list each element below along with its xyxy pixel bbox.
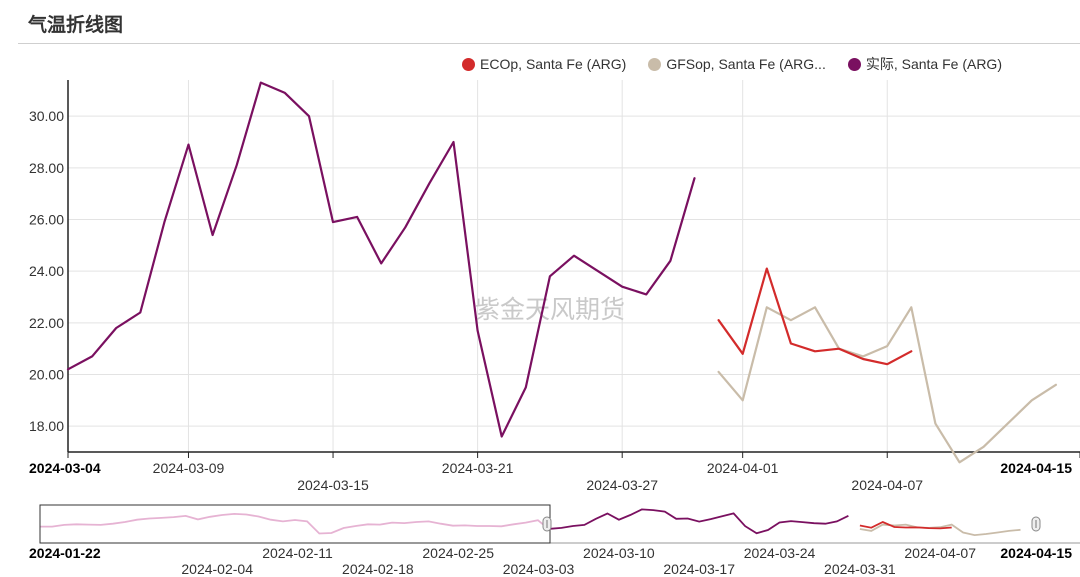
grid-lines <box>68 80 1080 452</box>
navigator-date-label: 2024-03-03 <box>503 561 575 577</box>
title-divider <box>18 43 1080 44</box>
navigator-right-handle[interactable] <box>1031 516 1041 532</box>
gfsop-series-line[interactable] <box>717 306 1058 464</box>
navigator-date-label: 2024-02-11 <box>262 545 333 561</box>
x-tick-label: 2024-04-15 <box>1000 460 1072 476</box>
navigator-ecop-line <box>859 521 952 530</box>
legend-actual-marker-icon <box>847 57 861 71</box>
navigator-date-label: 2024-02-04 <box>181 561 253 577</box>
navigator-left-handle[interactable] <box>542 516 552 532</box>
legend-item-actual[interactable]: 实际, Santa Fe (ARG) <box>847 54 1002 74</box>
navigator-selection-window[interactable] <box>39 504 551 544</box>
legend-gfsop-marker-icon <box>648 57 662 71</box>
legend-item-gfsop[interactable]: GFSop, Santa Fe (ARG... <box>648 54 826 74</box>
chart-series <box>66 81 1058 464</box>
x-tick-label: 2024-04-07 <box>851 477 923 493</box>
y-tick-label: 28.00 <box>29 160 64 176</box>
legend-item-ecop[interactable]: ECOp, Santa Fe (ARG) <box>462 54 626 74</box>
y-tick-label: 20.00 <box>29 367 64 383</box>
ecop-series-line[interactable] <box>717 267 913 366</box>
navigator-date-label: 2024-04-07 <box>904 545 976 561</box>
navigator-gfsop-line <box>859 523 1021 537</box>
y-tick-label: 18.00 <box>29 418 64 434</box>
x-tick-label: 2024-03-09 <box>153 460 225 476</box>
navigator-date-label: 2024-03-10 <box>583 545 655 561</box>
x-tick-label: 2024-03-27 <box>586 477 658 493</box>
y-tick-label: 22.00 <box>29 315 64 331</box>
legend-ecop-marker-icon <box>462 57 476 71</box>
legend-gfsop-label: GFSop, Santa Fe (ARG... <box>666 56 826 72</box>
navigator-date-label: 2024-02-18 <box>342 561 414 577</box>
navigator-date-label: 2024-04-15 <box>1000 545 1072 561</box>
navigator-date-label: 2024-03-24 <box>744 545 816 561</box>
range-navigator[interactable]: 2024-01-22 2024-02-04 2024-02-11 2024-02-18… <box>29 504 1080 577</box>
legend-actual-label: 实际, Santa Fe (ARG) <box>865 56 1002 72</box>
navigator-date-label: 2024-03-31 <box>824 561 896 577</box>
chart-legend: ECOp, Santa Fe (ARG) GFSop, Santa Fe (AR… <box>462 54 1002 74</box>
legend-ecop-label: ECOp, Santa Fe (ARG) <box>480 56 627 72</box>
navigator-actual-line <box>549 508 849 535</box>
y-tick-label: 30.00 <box>29 108 64 124</box>
x-tick-label: 2024-04-01 <box>707 460 779 476</box>
navigator-date-label: 2024-03-17 <box>663 561 735 577</box>
y-tick-label: 26.00 <box>29 212 64 228</box>
chart-axes: 18.00 20.00 22.00 24.00 26.00 28.00 30.00 <box>29 80 1080 458</box>
actual-series-line[interactable] <box>66 81 696 438</box>
x-tick-label: 2024-03-15 <box>297 477 369 493</box>
navigator-date-label: 2024-01-22 <box>29 545 101 561</box>
navigator-date-label: 2024-02-25 <box>422 545 494 561</box>
y-tick-label: 24.00 <box>29 263 64 279</box>
x-tick-label: 2024-03-21 <box>442 460 514 476</box>
x-tick-label: 2024-03-04 <box>29 460 101 476</box>
x-axis-labels: 2024-03-04 2024-03-09 2024-03-15 2024-03-21… <box>29 460 1072 493</box>
watermark-text: 紫金天风期货 <box>475 295 625 324</box>
navigator-history-line <box>40 512 551 535</box>
page-title: 气温折线图 <box>28 14 124 36</box>
